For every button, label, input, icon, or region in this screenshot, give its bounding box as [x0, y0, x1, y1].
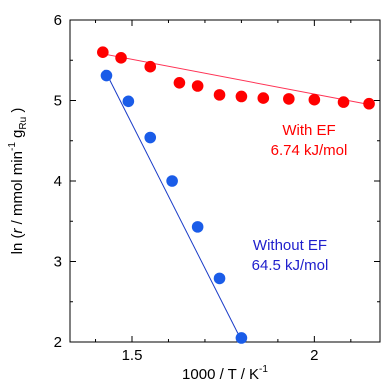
plot-area: 2 3 4 5 6 1.5 2 — [54, 12, 381, 364]
point-with-ef — [235, 90, 248, 103]
point-with-ef — [144, 60, 157, 73]
y-axis-label: ln (r / mmol min-1 gRu ) — [7, 108, 29, 255]
y-tick-label: 4 — [54, 173, 62, 190]
annotations: With EF 6.74 kJ/mol Without EF 64.5 kJ/m… — [252, 122, 348, 274]
point-with-ef — [173, 76, 186, 89]
point-with-ef — [115, 52, 127, 64]
point-with-ef — [257, 92, 270, 104]
point-without-ef — [122, 95, 135, 108]
x-axis-label: 1000 / T / K-1 — [182, 364, 268, 383]
fit-line-without-ef — [104, 69, 242, 341]
x-tick-label: 2 — [310, 347, 318, 364]
y-tick-label: 6 — [54, 12, 62, 29]
axis-labels: 1000 / T / K-1 ln (r / mmol min-1 gRu ) — [7, 108, 268, 383]
point-with-ef — [213, 89, 226, 101]
point-without-ef — [191, 221, 204, 233]
point-with-ef — [283, 93, 295, 105]
y-tick-label: 5 — [54, 93, 62, 110]
point-with-ef — [191, 80, 204, 92]
data-points — [97, 46, 375, 344]
y-tick-label: 3 — [54, 254, 62, 271]
with-ef-annotation-line2: 6.74 kJ/mol — [271, 142, 348, 159]
point-without-ef — [100, 69, 113, 82]
point-with-ef — [337, 96, 350, 108]
point-with-ef — [97, 46, 109, 58]
point-without-ef — [235, 332, 248, 344]
point-without-ef — [166, 175, 178, 187]
axis-ticks: 2 3 4 5 6 1.5 2 — [54, 12, 380, 364]
point-without-ef — [213, 272, 226, 285]
point-with-ef — [363, 97, 375, 110]
with-ef-annotation-line1: With EF — [282, 122, 335, 139]
plot-frame — [69, 19, 381, 343]
point-without-ef — [144, 131, 157, 144]
point-with-ef — [308, 93, 321, 106]
y-tick-label: 2 — [54, 334, 62, 351]
without-ef-annotation-line1: Without EF — [253, 237, 327, 254]
without-ef-annotation-line2: 64.5 kJ/mol — [252, 257, 329, 274]
x-tick-label: 1.5 — [122, 347, 143, 364]
